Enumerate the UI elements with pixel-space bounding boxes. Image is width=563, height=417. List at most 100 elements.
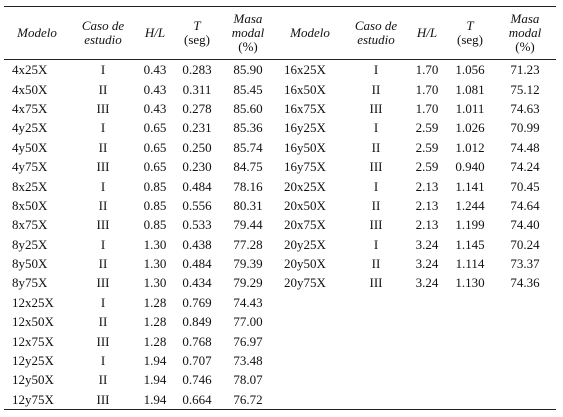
table-cell: 0.664 (182, 391, 212, 407)
table-cell: II (371, 256, 381, 272)
table-cell: II (371, 197, 381, 213)
table-cell: 16y50X (284, 139, 326, 155)
table-cell: 16x50X (284, 81, 326, 97)
table-row: 8y50X II 1.30 0.484 79.39 20y50X II 3.24 1.114 73… (4, 254, 556, 273)
table-row: 8y25X I 1.30 0.438 77.28 20y25X I 3.24 1.145 70.2… (4, 235, 556, 254)
header-label: Masa modal (231, 11, 265, 40)
table-cell: 12y50X (12, 372, 54, 388)
table-cell: 12x25X (12, 294, 54, 310)
table-cell: 1.130 (455, 275, 485, 291)
empty-cell (446, 331, 494, 350)
header-unit: (%) (238, 39, 258, 54)
table-cell: I (373, 120, 379, 136)
table-cell: 0.484 (182, 256, 212, 272)
table-row: 8y75X III 1.30 0.434 79.29 20y75X III 3.24 1.130… (4, 273, 556, 292)
table-cell: 4y75X (12, 159, 48, 175)
header-label: Masa modal (508, 11, 542, 40)
table-cell: 0.85 (143, 217, 167, 233)
table-cell: I (100, 294, 106, 310)
table-cell: III (96, 333, 110, 349)
table-cell: 0.65 (143, 139, 167, 155)
table-cell: 74.40 (510, 217, 540, 233)
header-cell: Caso de estudio (70, 7, 136, 60)
table-cell: 0.65 (143, 120, 167, 136)
table-cell: 16y25X (284, 120, 326, 136)
table-cell: 73.48 (233, 353, 263, 369)
table-cell: 0.311 (182, 81, 212, 97)
table-cell: 2.59 (415, 139, 439, 155)
table-cell: 3.24 (415, 236, 439, 252)
table-row: 4x75X III 0.43 0.278 85.60 16x75X III 1.70 1.011… (4, 99, 556, 118)
table-cell: 78.16 (233, 178, 263, 194)
table-cell: II (98, 372, 108, 388)
table-cell: I (100, 178, 106, 194)
header-cell: T (seg) (174, 7, 220, 60)
table-cell: III (369, 100, 383, 116)
results-table: Modelo Caso de estudio H/L T (seg) Masa modal… (4, 6, 556, 410)
table-cell: 79.39 (233, 256, 263, 272)
table-cell: III (96, 391, 110, 407)
table-cell: 12x75X (12, 333, 54, 349)
table-cell: 20x75X (284, 217, 326, 233)
empty-cell (276, 293, 344, 312)
table-cell: 0.768 (182, 333, 212, 349)
table-cell: 85.60 (233, 100, 263, 116)
table-cell: 79.44 (233, 217, 263, 233)
table-cell: 4x25X (12, 62, 48, 78)
header-cell: Masa modal (%) (494, 7, 556, 60)
table-cell: 85.90 (233, 62, 263, 78)
table-cell: III (96, 100, 110, 116)
table-cell: 0.769 (182, 294, 212, 310)
table-cell: 1.70 (415, 81, 439, 97)
table-row: 12y25X I 1.94 0.707 73.48 (4, 351, 556, 370)
table-cell: 0.940 (455, 159, 485, 175)
table-cell: 1.011 (455, 100, 485, 116)
empty-cell (446, 351, 494, 370)
table-cell: 0.250 (182, 139, 212, 155)
table-cell: II (98, 81, 108, 97)
table-row: 4y25X I 0.65 0.231 85.36 16y25X I 2.59 1.026 70.9… (4, 118, 556, 137)
header-unit: (seg) (457, 32, 483, 47)
table-cell: 74.48 (510, 139, 540, 155)
table-cell: I (100, 353, 106, 369)
table-cell: 70.24 (510, 236, 540, 252)
header-cell: T (seg) (446, 7, 494, 60)
empty-cell (408, 370, 446, 389)
table-cell: 77.00 (233, 314, 263, 330)
header-cell: H/L (136, 7, 174, 60)
table-cell: 74.64 (510, 197, 540, 213)
table-cell: 0.746 (182, 372, 212, 388)
table-cell: 12x50X (12, 314, 54, 330)
table-cell: 20x25X (284, 178, 326, 194)
table-row: 12y75X III 1.94 0.664 76.72 (4, 390, 556, 410)
table-cell: 0.231 (182, 120, 212, 136)
table-cell: 8x50X (12, 197, 48, 213)
table-cell: 4x50X (12, 81, 48, 97)
table-cell: 85.36 (233, 120, 263, 136)
table-cell: 4y50X (12, 139, 48, 155)
table-cell: 1.70 (415, 62, 439, 78)
table-cell: 78.07 (233, 372, 263, 388)
header-label: T (466, 18, 474, 33)
table-cell: 2.13 (415, 217, 439, 233)
table-cell: 1.244 (455, 197, 485, 213)
table-row: 8x50X II 0.85 0.556 80.31 20x50X II 2.13 1.244 74… (4, 196, 556, 215)
table-cell: III (96, 217, 110, 233)
table-cell: 71.23 (510, 62, 540, 78)
table-cell: 0.533 (182, 217, 212, 233)
table-cell: 70.99 (510, 120, 540, 136)
table-cell: 1.94 (143, 372, 167, 388)
header-label: Modelo (290, 25, 330, 40)
empty-cell (408, 351, 446, 370)
table-cell: III (96, 159, 110, 175)
header-cell: Modelo (276, 7, 344, 60)
empty-cell (408, 331, 446, 350)
header-label: Caso de estudio (81, 18, 125, 47)
table-cell: 8x75X (12, 217, 48, 233)
empty-cell (494, 331, 556, 350)
table-cell: II (98, 139, 108, 155)
table-cell: 12y25X (12, 353, 54, 369)
table-cell: 0.556 (182, 197, 212, 213)
table-cell: 2.13 (415, 197, 439, 213)
